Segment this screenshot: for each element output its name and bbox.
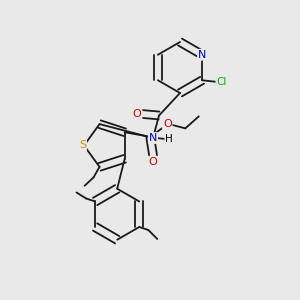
Text: H: H [165, 134, 173, 144]
Text: N: N [198, 50, 206, 60]
Text: O: O [133, 109, 142, 119]
Text: N: N [149, 133, 157, 143]
Text: S: S [79, 140, 86, 151]
Text: O: O [163, 119, 172, 130]
Text: Cl: Cl [216, 77, 227, 87]
Text: O: O [149, 157, 158, 167]
